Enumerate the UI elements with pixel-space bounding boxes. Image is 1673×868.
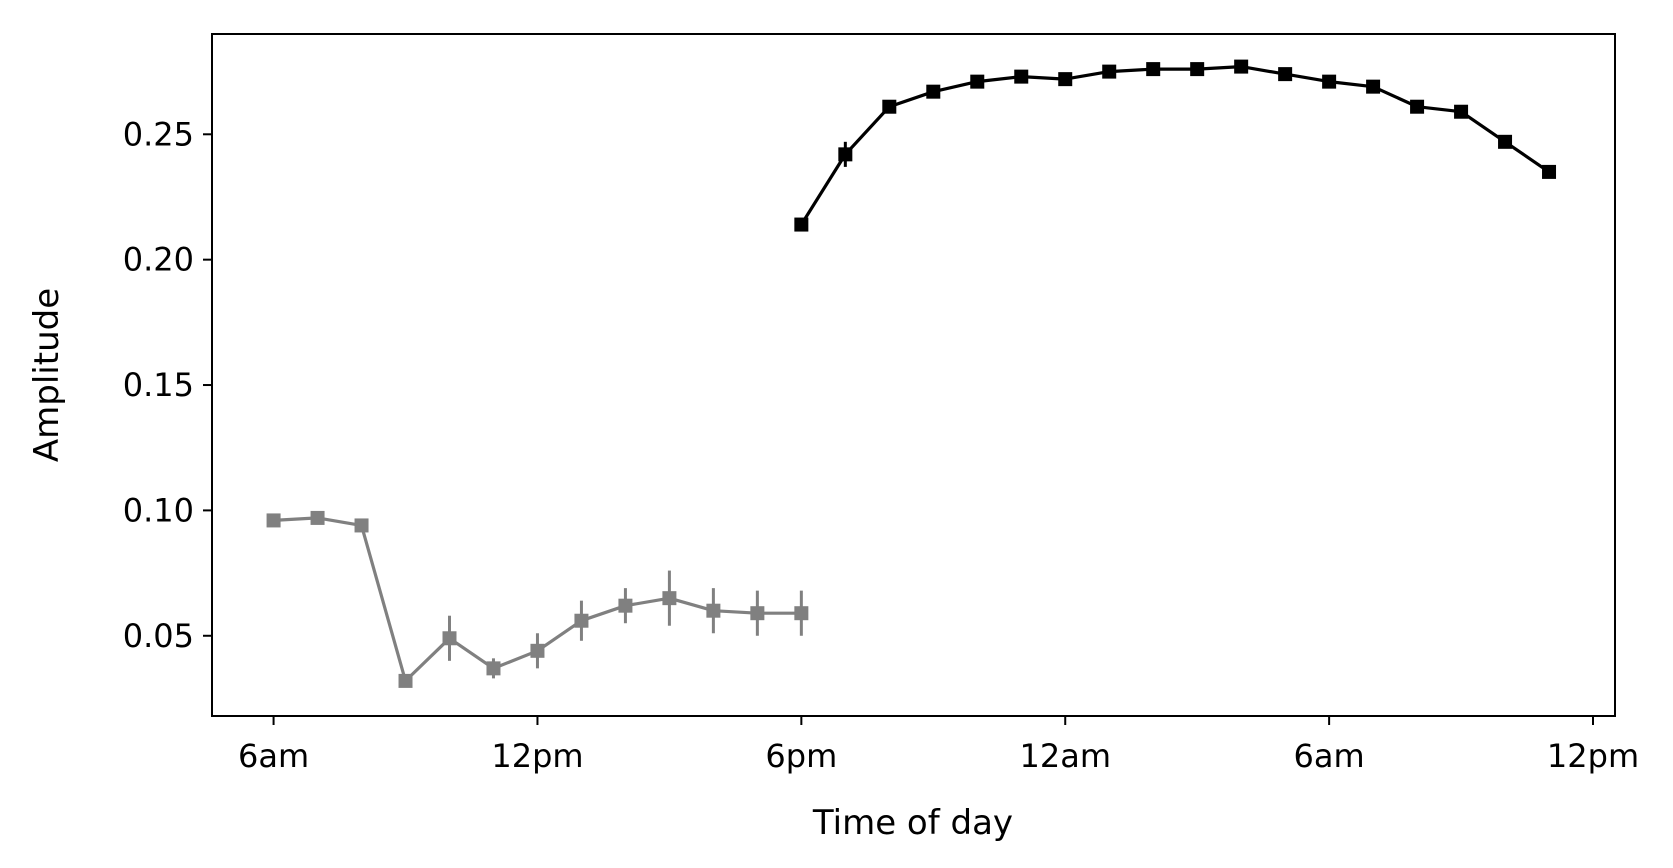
series-layer [266, 59, 1557, 688]
x-axis-label: Time of day [812, 803, 1013, 843]
data-point-marker [266, 513, 281, 528]
y-tick-label: 0.20 [123, 241, 194, 279]
data-point-marker [970, 74, 985, 89]
data-point-marker [1410, 99, 1425, 114]
series-line [799, 64, 1550, 226]
y-tick-label: 0.15 [123, 366, 194, 404]
plot-frame [211, 33, 1616, 717]
y-axis: 0.05 0.10 0.15 0.20 0.25 [123, 115, 212, 655]
data-point-marker [1542, 164, 1557, 179]
data-point-marker [398, 673, 413, 688]
y-tick-label: 0.25 [123, 115, 194, 153]
x-tick-label: 6am [1294, 737, 1365, 775]
data-point-marker [530, 643, 545, 658]
x-tick-label: 12am [1019, 737, 1111, 775]
data-point-marker [1322, 74, 1337, 89]
data-point-marker [794, 217, 809, 232]
data-point-marker [1278, 67, 1293, 82]
data-point-marker [882, 99, 897, 114]
data-point-marker [1058, 72, 1073, 87]
y-tick-label: 0.10 [123, 491, 194, 529]
x-tick-label: 6pm [765, 737, 837, 775]
data-point-marker [1454, 104, 1469, 119]
x-tick-label: 12pm [1547, 737, 1639, 775]
data-point-marker [926, 84, 941, 99]
data-point-marker [1498, 134, 1513, 149]
data-point-marker [750, 606, 765, 621]
data-point-marker [442, 631, 457, 646]
x-tick-label: 12pm [491, 737, 583, 775]
data-point-marker [1234, 59, 1249, 74]
data-point-marker [662, 591, 677, 606]
data-point-marker [354, 518, 369, 533]
data-point-marker [618, 598, 633, 613]
data-point-marker [1366, 79, 1381, 94]
series-1 [266, 510, 809, 688]
x-tick-label: 6am [238, 737, 309, 775]
data-point-marker [1146, 62, 1161, 77]
y-axis-label: Amplitude [27, 288, 67, 462]
data-point-marker [706, 603, 721, 618]
y-tick-label: 0.05 [123, 617, 194, 655]
data-point-marker [574, 613, 589, 628]
data-point-marker [794, 606, 809, 621]
data-point-marker [486, 661, 501, 676]
data-point-marker [1102, 64, 1117, 79]
data-point-marker [1190, 62, 1205, 77]
series-2 [794, 59, 1557, 232]
data-point-marker [310, 510, 325, 525]
data-point-marker [838, 147, 853, 162]
x-axis: 6am 12pm 6pm 12am 6am 12pm [238, 716, 1639, 775]
data-point-marker [1014, 69, 1029, 84]
